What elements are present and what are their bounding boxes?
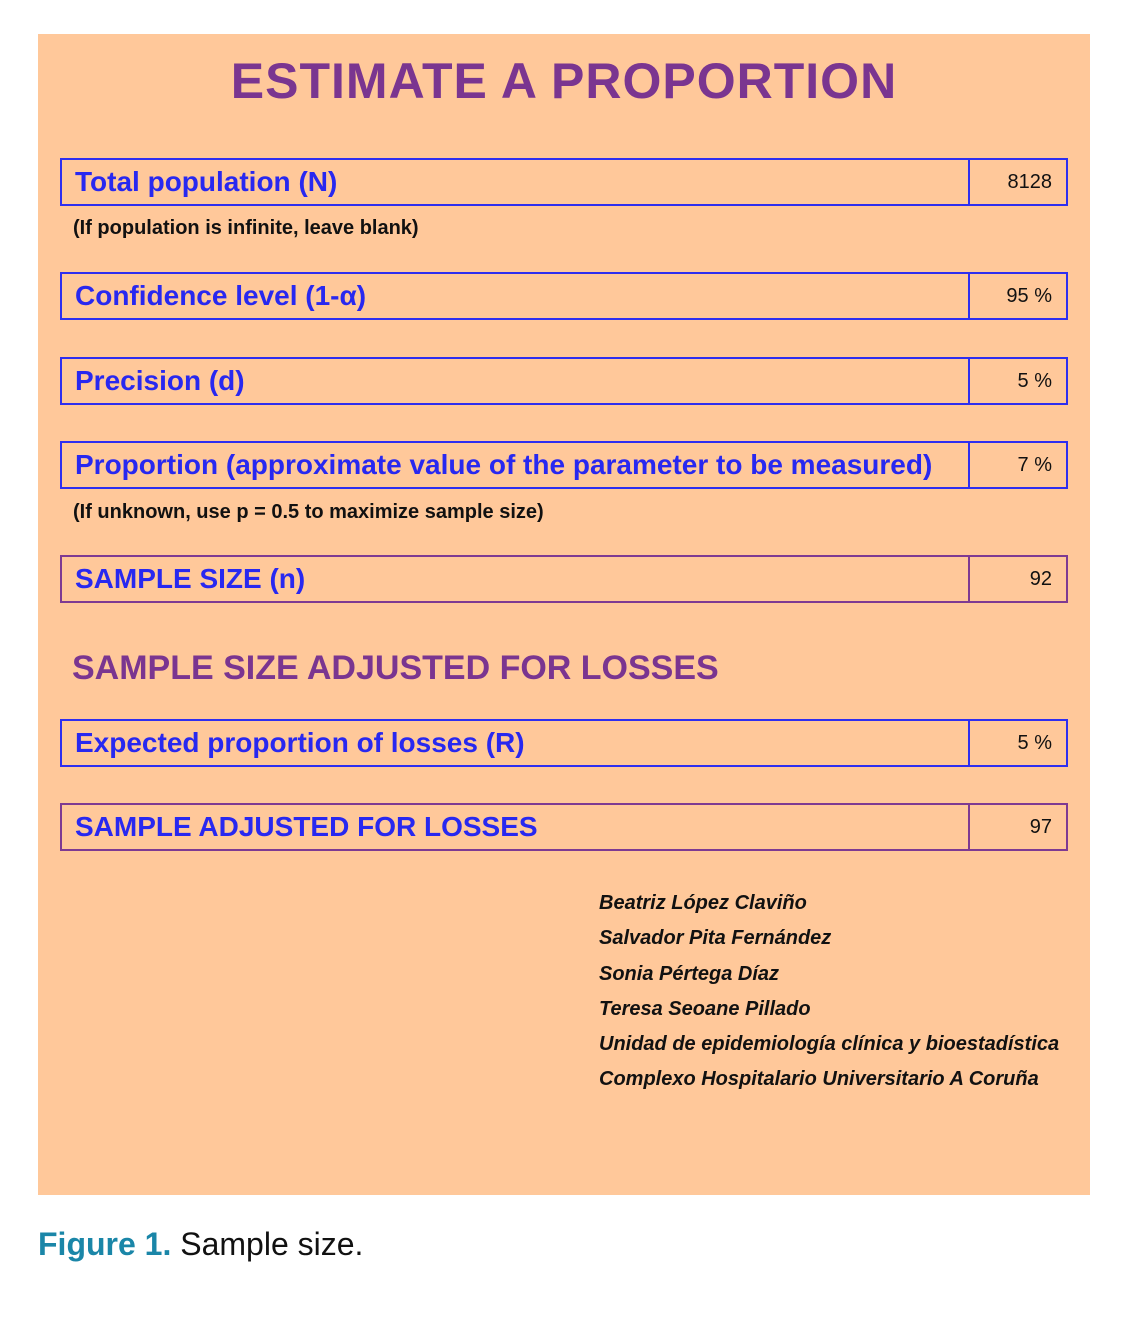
population-input[interactable]: 8128 — [968, 160, 1066, 204]
page-title: ESTIMATE A PROPORTION — [230, 53, 898, 109]
author: Beatriz López Claviño — [599, 892, 807, 914]
author: Teresa Seoane Pillado — [599, 997, 811, 1020]
confidence-input[interactable]: 95 % — [968, 274, 1066, 318]
affiliation: Unidad de epidemiología clínica y bioest… — [599, 1033, 1060, 1056]
row-label: Total population (N) — [75, 166, 338, 197]
row-precision: Precision (d) 5 % — [60, 357, 1068, 405]
row-label: Proportion (approximate value of the par… — [75, 449, 933, 480]
caption-text: Sample size. — [171, 1226, 364, 1262]
authors-list: Beatriz López Claviño Salvador Pita Fern… — [599, 892, 1059, 1104]
caption-label: Figure 1. — [38, 1226, 172, 1262]
precision-input[interactable]: 5 % — [968, 359, 1066, 403]
row-expected-losses: Expected proportion of losses (R) 5 % — [60, 719, 1068, 767]
losses-input[interactable]: 5 % — [968, 721, 1066, 765]
population-note: (If population is infinite, leave blank) — [73, 217, 419, 239]
row-proportion: Proportion (approximate value of the par… — [60, 441, 1068, 489]
row-total-population: Total population (N) 8128 — [60, 158, 1068, 206]
sample-size-output: 92 — [968, 557, 1066, 601]
proportion-note: (If unknown, use p = 0.5 to maximize sam… — [73, 501, 544, 523]
proportion-input[interactable]: 7 % — [968, 443, 1066, 487]
row-label: SAMPLE ADJUSTED FOR LOSSES — [75, 811, 538, 842]
row-confidence-level: Confidence level (1-α) 95 % — [60, 272, 1068, 320]
losses-heading: SAMPLE SIZE ADJUSTED FOR LOSSES — [72, 649, 719, 687]
row-label: Precision (d) — [75, 365, 245, 396]
author: Salvador Pita Fernández — [599, 927, 832, 950]
figure-caption: Figure 1. Sample size. — [38, 1226, 363, 1263]
affiliation: Complexo Hospitalario Universitario A Co… — [599, 1068, 1039, 1091]
calculator-panel: ESTIMATE A PROPORTION Total population (… — [38, 34, 1090, 1195]
author: Sonia Pértega Díaz — [599, 962, 780, 985]
row-sample-adjusted: SAMPLE ADJUSTED FOR LOSSES 97 — [60, 803, 1068, 851]
row-sample-size: SAMPLE SIZE (n) 92 — [60, 555, 1068, 603]
row-label: SAMPLE SIZE (n) — [75, 563, 306, 594]
row-label: Confidence level (1-α) — [75, 280, 367, 311]
adjusted-sample-output: 97 — [968, 805, 1066, 849]
row-label: Expected proportion of losses (R) — [75, 727, 525, 758]
